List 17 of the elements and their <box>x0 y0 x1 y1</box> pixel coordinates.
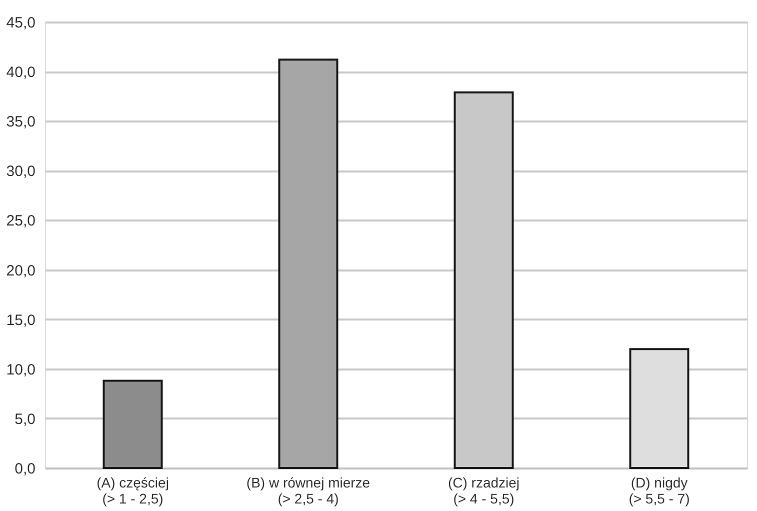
y-tick-label: 40,0 <box>6 64 36 82</box>
bar <box>278 58 338 469</box>
y-tick-label: 35,0 <box>6 114 36 131</box>
y-tick-label: 20,0 <box>6 262 36 280</box>
y-tick-label: 0,0 <box>14 460 36 478</box>
y-tick-label: 45,0 <box>6 14 36 32</box>
x-tick-label: (C) rzadziej (> 4 - 5,5) <box>448 474 520 506</box>
x-tick-label: (B) w równej mierze (> 2,5 - 4) <box>246 474 370 506</box>
x-tick-label: (D) nigdy (> 5,5 - 7) <box>628 474 690 506</box>
y-tick-label: 10,0 <box>6 361 36 378</box>
x-tick-label: (A) częściej (> 1 - 2,5) <box>96 474 169 506</box>
y-tick-label: 30,0 <box>6 163 36 180</box>
y-tick-label: 15,0 <box>6 312 36 329</box>
y-tick-label: 5,0 <box>14 410 36 428</box>
bar <box>102 380 163 469</box>
bar <box>629 348 690 469</box>
y-tick-label: 25,0 <box>6 212 36 230</box>
